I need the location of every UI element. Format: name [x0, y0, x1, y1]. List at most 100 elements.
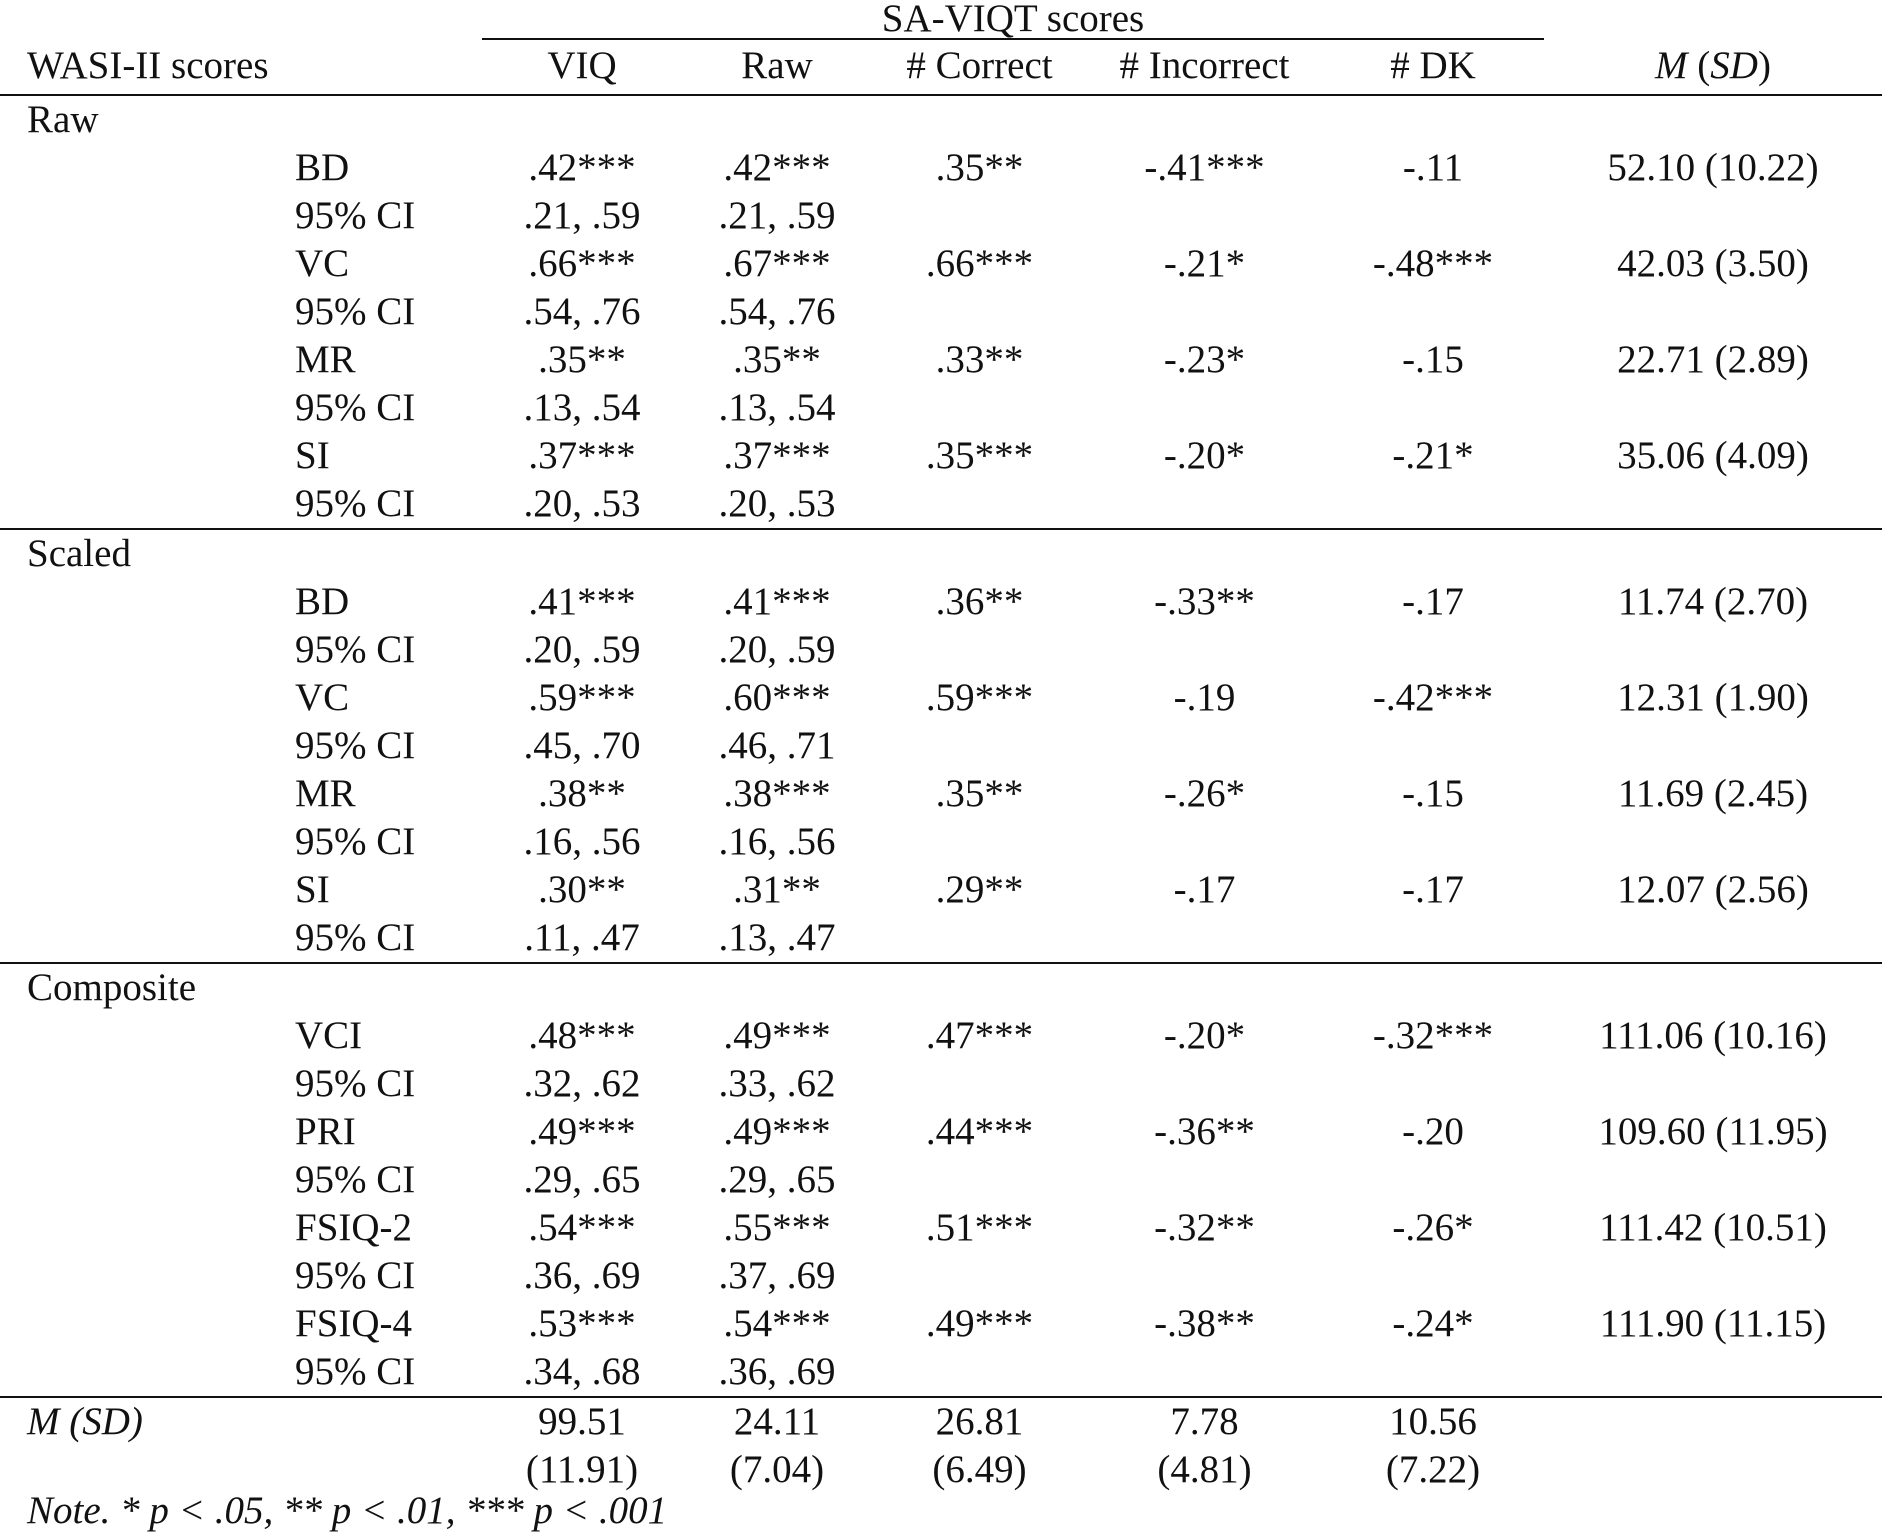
- ci-row: 95% CI .34, .68.36, .69: [0, 1348, 1882, 1398]
- footer-mean: 26.81: [935, 1400, 1024, 1443]
- col-header-msd: M (SD): [1544, 38, 1882, 96]
- cell-correct: .33**: [935, 338, 1024, 381]
- ci-label: 95% CI: [295, 290, 416, 333]
- ci-raw: .20, .59: [718, 628, 836, 671]
- table-row: BD .42*** .42*** .35** -.41*** -.11 52.10 (10.…: [0, 144, 1882, 192]
- cell-viq: .53***: [528, 1302, 636, 1345]
- section-header-row: Scaled: [0, 529, 1882, 578]
- cell-correct: .29**: [935, 868, 1024, 911]
- cell-viq: .30**: [538, 868, 626, 911]
- table-row: MR .38** .38*** .35** -.26* -.15 11.69 (2.45): [0, 770, 1882, 818]
- cell-correct: .35***: [925, 434, 1034, 477]
- cell-incorrect: -.21*: [1163, 242, 1246, 285]
- row-label: SI: [295, 868, 330, 911]
- table-row: FSIQ-2 .54*** .55*** .51*** -.32** -.26* 111.4…: [0, 1204, 1882, 1252]
- ci-viq: .16, .56: [523, 820, 641, 863]
- cell-incorrect: -.19: [1173, 676, 1236, 719]
- ci-row: 95% CI .32, .62 .33, .62: [0, 1060, 1882, 1108]
- wasi-header: WASI-II scores: [0, 38, 482, 96]
- cell-raw: .35**: [733, 338, 821, 381]
- cell-raw: .49***: [723, 1014, 831, 1057]
- row-label: BD: [295, 146, 350, 189]
- footer-mean: 10.56: [1389, 1400, 1477, 1443]
- cell-msd: 35.06 (4.09): [1617, 434, 1809, 477]
- cell-msd: 111.90 (11.15): [1599, 1302, 1827, 1345]
- table-row: VC .66*** .67*** .66*** -.21* -.48*** 42.03 (3…: [0, 240, 1882, 288]
- cell-msd: 111.42 (10.51): [1599, 1206, 1827, 1249]
- ci-viq: .36, .69: [523, 1254, 641, 1297]
- cell-dk: -.32***: [1372, 1014, 1494, 1057]
- section-label: Composite: [27, 966, 197, 1009]
- col-header-raw: Raw: [682, 38, 872, 96]
- cell-correct: .47***: [925, 1014, 1034, 1057]
- ci-raw: .29, .65: [718, 1158, 836, 1201]
- column-header-row: WASI-II scores VIQ Raw # Correct # Incor…: [0, 38, 1882, 96]
- cell-msd: 52.10 (10.22): [1607, 146, 1819, 189]
- cell-correct: .36**: [935, 580, 1024, 623]
- cell-raw: .31**: [733, 868, 821, 911]
- ci-raw: .46, .71: [718, 724, 836, 767]
- ci-viq: .54, .76: [523, 290, 641, 333]
- cell-correct: .51***: [925, 1206, 1034, 1249]
- ci-row: 95% CI .45, .70 .46, .71: [0, 722, 1882, 770]
- col-header-dk: # DK: [1322, 38, 1544, 96]
- ci-viq: .32, .62: [523, 1062, 641, 1105]
- row-label: FSIQ-2: [295, 1206, 413, 1249]
- cell-msd: 11.69 (2.45): [1617, 772, 1809, 815]
- cell-correct: .44***: [925, 1110, 1034, 1153]
- row-label: MR: [295, 338, 356, 381]
- footer-sd: (6.49): [932, 1448, 1027, 1491]
- cell-msd: 22.71 (2.89): [1617, 338, 1809, 381]
- cell-viq: .66***: [528, 242, 636, 285]
- cell-correct: .49***: [925, 1302, 1034, 1345]
- ci-viq: .21, .59: [523, 194, 641, 237]
- cell-incorrect: -.32**: [1154, 1206, 1255, 1249]
- cell-dk: -.42***: [1372, 676, 1494, 719]
- ci-label: 95% CI: [295, 628, 416, 671]
- cell-msd: 11.74 (2.70): [1617, 580, 1809, 623]
- footer-sd: (11.91): [525, 1448, 639, 1491]
- ci-row: 95% CI .21, .59 .21, .59: [0, 192, 1882, 240]
- ci-label: 95% CI: [0, 1348, 482, 1398]
- ci-viq: .13, .54: [523, 386, 641, 429]
- ci-label: 95% CI: [295, 820, 416, 863]
- table-row: MR .35** .35** .33** -.23* -.15 22.71 (2.89): [0, 336, 1882, 384]
- table-row: VC .59*** .60*** .59*** -.19 -.42*** 12.31 (1.…: [0, 674, 1882, 722]
- ci-label: 95% CI: [295, 1254, 416, 1297]
- correlation-table: SA-VIQT scores WASI-II scores VIQ Raw # …: [0, 0, 1882, 1491]
- cell-correct: .35**: [935, 772, 1024, 815]
- ci-label: 95% CI: [0, 480, 482, 530]
- cell-correct: .66***: [925, 242, 1034, 285]
- cell-viq: .41***: [528, 580, 636, 623]
- cell-dk: -.11: [1402, 146, 1464, 189]
- table-row: SI .37*** .37*** .35*** -.20* -.21* 35.06 (4.0…: [0, 432, 1882, 480]
- ci-row: 95% CI .54, .76 .54, .76: [0, 288, 1882, 336]
- table-body: Raw BD .42*** .42*** .35** -.41*** -.11 52.10 (…: [0, 95, 1882, 1398]
- msd-m-label: M: [1655, 44, 1688, 87]
- cell-incorrect: -.26*: [1163, 772, 1246, 815]
- cell-raw: .60***: [723, 676, 831, 719]
- ci-row: 95% CI .20, .59 .20, .59: [0, 626, 1882, 674]
- cell-raw: .41***: [723, 580, 831, 623]
- cell-viq: .35**: [538, 338, 626, 381]
- ci-label: 95% CI: [295, 724, 416, 767]
- cell-msd: 109.60 (11.95): [1598, 1110, 1828, 1153]
- sa-viqt-header: SA-VIQT scores: [881, 0, 1145, 40]
- cell-raw: .55***: [723, 1206, 831, 1249]
- cell-dk: -.26*: [1392, 1206, 1474, 1249]
- cell-dk: -.24*: [1392, 1302, 1474, 1345]
- footer-label: M (SD): [27, 1400, 143, 1443]
- cell-incorrect: -.41***: [1144, 146, 1265, 189]
- cell-dk: -.17: [1402, 868, 1464, 911]
- cell-msd: 12.07 (2.56): [1617, 868, 1809, 911]
- footer-sd: (4.81): [1157, 1448, 1252, 1491]
- cell-raw: .67***: [723, 242, 831, 285]
- ci-row: 95% CI .20, .53.20, .53: [0, 480, 1882, 530]
- cell-dk: -.21*: [1392, 434, 1474, 477]
- cell-viq: .48***: [528, 1014, 636, 1057]
- cell-incorrect: -.33**: [1154, 580, 1255, 623]
- sa-viqt-underline: [482, 38, 1544, 40]
- cell-viq: .49***: [528, 1110, 636, 1153]
- row-label: VCI: [295, 1014, 363, 1057]
- table-row: VCI .48*** .49*** .47*** -.20* -.32*** 111.06 …: [0, 1012, 1882, 1060]
